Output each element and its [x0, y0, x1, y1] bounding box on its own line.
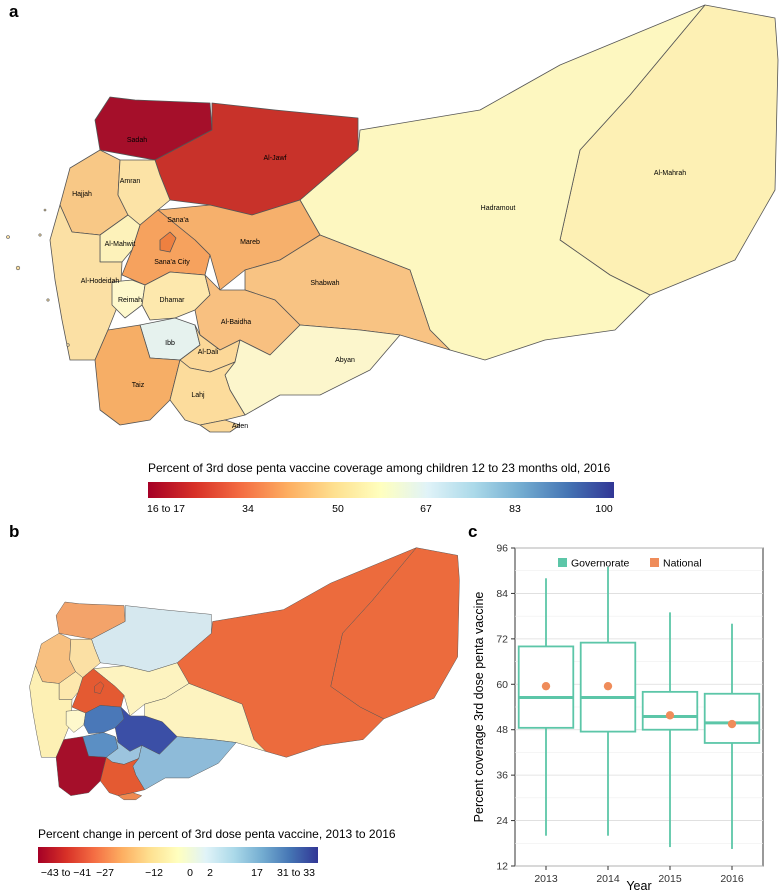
legend-b-tick: 0 [187, 867, 193, 879]
legend-b-tick: 2 [207, 867, 213, 879]
box [703, 692, 761, 744]
label-a-abyan: Abyan [335, 357, 355, 364]
panel-b-map [29, 547, 460, 801]
label-a-aden: Aden [232, 423, 248, 430]
legend-a-title: Percent of 3rd dose penta vaccine covera… [148, 461, 611, 475]
chart-legend: Governorate National [558, 558, 702, 570]
label-a-sadah: Sadah [127, 137, 147, 144]
legend-key-national [650, 558, 659, 567]
label-a-hadramout: Hadramout [481, 205, 516, 212]
grid [515, 547, 763, 867]
map-a-islands [6, 208, 70, 347]
label-a-taiz: Taiz [132, 382, 145, 389]
map-b-region-lahj[interactable] [100, 757, 145, 796]
legend-b-tick: −12 [145, 867, 163, 879]
map-b-region-sadah[interactable] [55, 601, 126, 640]
legend-b-tick: 17 [251, 867, 263, 879]
panel-a-letter: a [9, 2, 19, 21]
y-axis-label: Percent coverage 3rd dose penta vaccine [472, 592, 486, 823]
x-tick-label: 2013 [534, 873, 558, 885]
legend-b-tick: −43 to −41 [40, 867, 92, 879]
legend-a-tick: 83 [509, 503, 521, 515]
legend-a-tick: 16 to 17 [147, 503, 185, 515]
national-point [541, 681, 551, 691]
y-tick-label: 84 [496, 588, 508, 600]
label-a-al-dali: Al-Dali [198, 349, 219, 356]
legend-a-tick: 100 [595, 503, 613, 515]
label-a-lahj: Lahj [191, 392, 205, 399]
legend-label-governorate: Governorate [571, 558, 630, 570]
label-a-amran: Amran [120, 178, 141, 185]
panel-a-map: Sadah Al-Jawf Hadramout Al-Mahrah Hajjah… [6, 4, 779, 433]
map-a-labels: Sadah Al-Jawf Hadramout Al-Mahrah Hajjah… [72, 137, 686, 430]
legend-b-title: Percent change in percent of 3rd dose pe… [38, 827, 396, 841]
label-a-al-jawf: Al-Jawf [264, 155, 287, 162]
y-tick-label: 36 [496, 770, 508, 782]
legend-a-tick: 34 [242, 503, 254, 515]
map-b-region-aden[interactable] [117, 792, 142, 801]
label-a-reimah: Reimah [118, 297, 142, 304]
map-a-region-aden[interactable] [199, 419, 241, 433]
map-b-region-sanaa-city[interactable] [94, 681, 105, 694]
y-tick-label: 24 [496, 815, 508, 827]
legend-label-national: National [663, 558, 702, 570]
label-a-dhamar: Dhamar [160, 297, 186, 304]
x-axis-label: Year [626, 879, 651, 893]
label-a-mareb: Mareb [240, 239, 260, 246]
map-a-region-lahj[interactable] [169, 359, 246, 426]
map-a-region-sanaa-city[interactable] [159, 231, 177, 253]
y-axis: 12 24 36 48 60 72 84 96 [496, 543, 515, 873]
map-b-region-reimah[interactable] [65, 709, 86, 733]
label-a-al-mahwit: Al-Mahwit [105, 241, 136, 248]
y-tick-label: 72 [496, 633, 508, 645]
panel-c-boxplot: 12 24 36 48 60 72 84 96 2013 2014 2015 2016 Govern… [472, 543, 764, 893]
national-point [603, 681, 613, 691]
legend-b-tick: −27 [96, 867, 114, 879]
panel-b-letter: b [9, 522, 20, 541]
legend-a-colorbar [148, 482, 614, 498]
y-tick-label: 48 [496, 724, 508, 736]
legend-a-tick: 67 [420, 503, 432, 515]
label-a-al-hodeidah: Al-Hodeidah [81, 278, 120, 285]
x-tick-label: 2014 [596, 873, 620, 885]
legend-a-tick: 50 [332, 503, 344, 515]
x-tick-label: 2016 [720, 873, 744, 885]
legend-b-tick: 31 to 33 [277, 867, 315, 879]
label-a-al-mahrah: Al-Mahrah [654, 170, 686, 177]
national-points [541, 681, 737, 729]
label-a-al-baidha: Al-Baidha [221, 319, 251, 326]
box [641, 690, 699, 731]
label-a-sanaa-city: Sana'a City [154, 259, 190, 266]
y-tick-label: 60 [496, 679, 508, 691]
map-a-region-sadah[interactable] [94, 96, 213, 161]
x-tick-label: 2015 [658, 873, 682, 885]
label-a-ibb: Ibb [165, 340, 175, 347]
y-tick-label: 12 [496, 861, 508, 873]
label-a-shabwah: Shabwah [310, 280, 339, 287]
label-a-sanaa: Sana'a [167, 217, 189, 224]
panel-c-letter: c [468, 522, 478, 541]
y-tick-label: 96 [496, 543, 508, 555]
x-axis: 2013 2014 2015 2016 [534, 866, 744, 885]
national-point [727, 719, 737, 729]
legend-b-colorbar [38, 847, 318, 863]
national-point [665, 711, 675, 720]
legend-key-governorate [558, 558, 567, 567]
label-a-hajjah: Hajjah [72, 191, 92, 198]
